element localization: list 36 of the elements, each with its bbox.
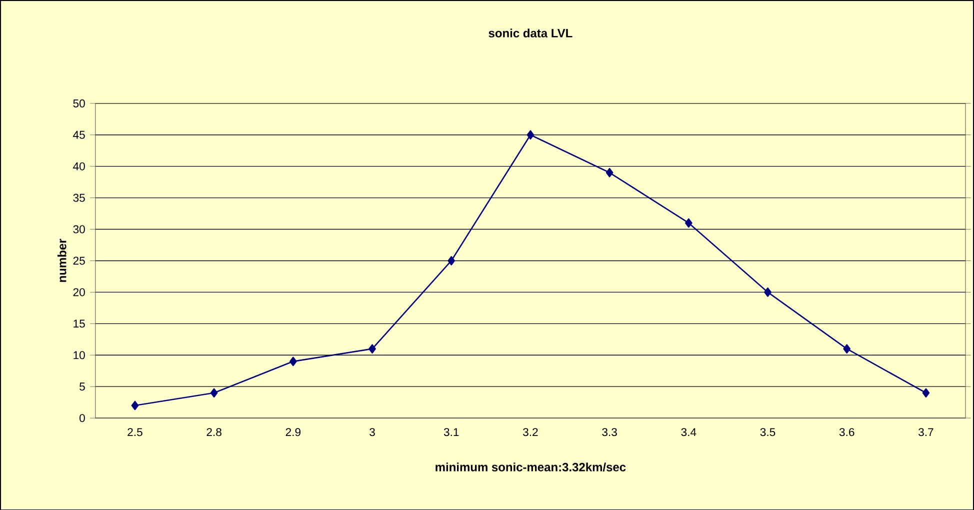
- point: [764, 287, 772, 297]
- point: [368, 344, 376, 354]
- x-tick-label: 3.1: [444, 428, 459, 436]
- x-tick-label: 3.3: [602, 428, 617, 436]
- y-tick-label: 20: [73, 288, 85, 296]
- point: [131, 400, 139, 410]
- y-tick-label: 35: [73, 194, 85, 202]
- x-axis-title: minimum sonic-mean:3.32km/sec: [436, 462, 626, 472]
- point: [922, 388, 930, 398]
- x-tick-label: 3.5: [760, 428, 776, 436]
- y-tick-label: 0: [80, 414, 85, 422]
- chart-title: sonic data LVL: [488, 28, 572, 38]
- y-tick-label: 45: [73, 130, 85, 139]
- point: [843, 344, 851, 354]
- point: [526, 130, 534, 140]
- point: [210, 388, 218, 398]
- y-axis-title: number: [57, 238, 66, 282]
- y-tick-label: 50: [73, 99, 85, 108]
- y-tick-label: 40: [73, 162, 85, 170]
- x-tick-label: 3.4: [681, 428, 696, 436]
- y-tick-label: 30: [73, 225, 85, 234]
- point: [685, 218, 692, 228]
- x-tick-label: 2.8: [206, 428, 222, 436]
- y-tick-label: 25: [73, 256, 85, 264]
- y-tick-label: 15: [74, 319, 85, 328]
- x-tick-label: 3: [370, 428, 375, 436]
- point: [606, 168, 614, 178]
- x-tick-label: 3.6: [839, 428, 854, 436]
- x-tick-label: 3.2: [523, 428, 538, 436]
- point: [290, 356, 297, 366]
- x-tick-label: 2.9: [286, 428, 300, 436]
- y-tick-label: 5: [80, 382, 85, 390]
- x-tick-label: 3.7: [918, 428, 934, 436]
- y-tick-label: 10: [74, 350, 85, 359]
- point: [448, 256, 456, 266]
- x-tick-label: 2.5: [128, 428, 142, 436]
